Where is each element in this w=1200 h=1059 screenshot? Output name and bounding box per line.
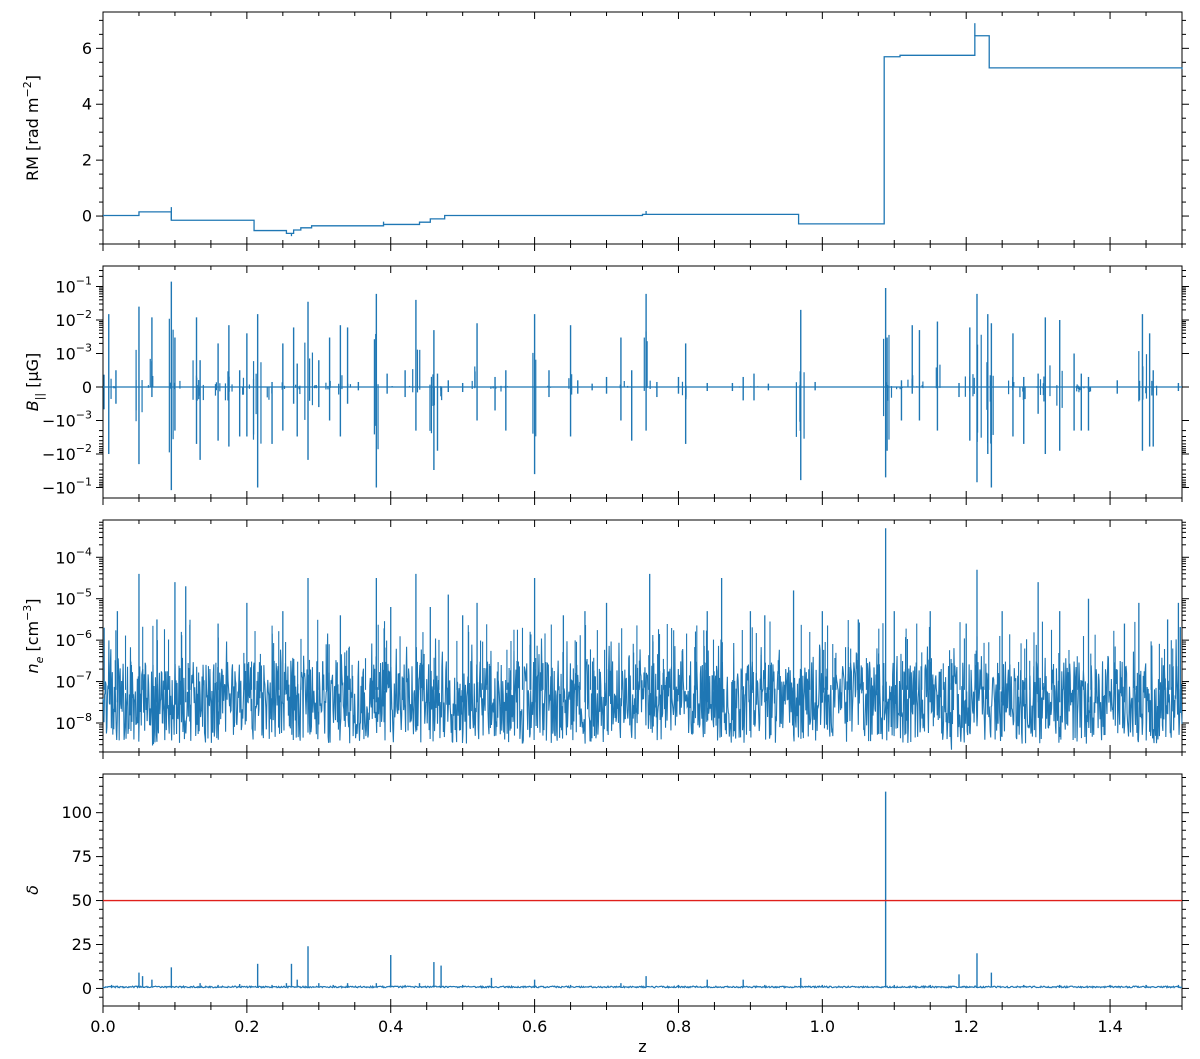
x-tick-label: 1.2 bbox=[953, 1017, 978, 1036]
delta-series-line bbox=[102, 984, 1183, 989]
bpar-y-tick-label: 10−3 bbox=[55, 342, 92, 364]
x-tick-label: 0.6 bbox=[522, 1017, 547, 1036]
delta-y-ticks: 0 25 50 75 100 bbox=[61, 777, 1189, 998]
delta-y-axis-label: δ bbox=[23, 885, 42, 895]
rm-y-tick-label: 0 bbox=[82, 207, 92, 226]
delta-y-tick-label: 0 bbox=[82, 979, 92, 998]
delta-y-tick-label: 75 bbox=[72, 847, 92, 866]
bpar-panel-frame bbox=[102, 265, 1183, 499]
bpar-y-tick-label: 0 bbox=[82, 378, 92, 397]
ne-y-tick-label: 10−4 bbox=[55, 545, 92, 567]
ne-y-ticks: 10−4 10−5 10−6 10−7 10−8 bbox=[55, 521, 1189, 753]
x-axis-label: z bbox=[638, 1037, 646, 1056]
bpar-y-ticks: 10−1 10−2 10−3 0 −10−3 −10−2 −10−1 bbox=[42, 270, 1189, 498]
bpar-y-tick-label: −10−2 bbox=[42, 442, 92, 464]
rm-series-line bbox=[103, 35, 1183, 235]
bpar-y-tick-label: −10−3 bbox=[42, 409, 92, 431]
rm-y-axis-label: RM [rad m−2] bbox=[21, 75, 42, 181]
ne-y-tick-label: 10−7 bbox=[55, 670, 92, 692]
x-tick-label: 0.8 bbox=[666, 1017, 691, 1036]
ne-y-tick-label: 10−8 bbox=[55, 711, 92, 733]
delta-y-tick-label: 50 bbox=[72, 891, 92, 910]
ne-series-line bbox=[102, 633, 1183, 750]
delta-panel-frame bbox=[102, 773, 1183, 1007]
x-tick-label: 0.4 bbox=[378, 1017, 403, 1036]
bpar-y-tick-label: 10−2 bbox=[55, 308, 92, 330]
ne-y-tick-label: 10−6 bbox=[55, 628, 92, 650]
bpar-y-tick-label: 10−1 bbox=[55, 275, 92, 297]
rm-y-ticks: 0 2 4 6 bbox=[82, 19, 1189, 245]
x-ticks bbox=[102, 266, 1183, 505]
x-tick-label: 1.0 bbox=[810, 1017, 835, 1036]
rm-y-tick-label: 2 bbox=[82, 151, 92, 170]
delta-y-tick-label: 25 bbox=[72, 935, 92, 954]
bpar-y-tick-label: −10−1 bbox=[42, 476, 92, 498]
rm-y-tick-label: 6 bbox=[82, 39, 92, 58]
delta-y-tick-label: 100 bbox=[61, 803, 92, 822]
ne-panel-frame bbox=[102, 519, 1183, 753]
x-tick-label: 1.4 bbox=[1097, 1017, 1122, 1036]
rm-y-tick-label: 4 bbox=[82, 95, 92, 114]
x-ticks: 0.0 0.2 0.4 0.6 0.8 1.0 1.2 1.4 bbox=[90, 774, 1183, 1036]
bpar-y-axis-label: B|| [μG] bbox=[23, 353, 46, 412]
x-ticks bbox=[102, 12, 1183, 251]
ne-y-tick-label: 10−5 bbox=[55, 587, 92, 609]
x-ticks bbox=[102, 520, 1183, 759]
ne-y-axis-label: ne [cm−3] bbox=[21, 598, 46, 673]
rm-panel-frame bbox=[102, 11, 1183, 245]
x-tick-label: 0.0 bbox=[90, 1017, 115, 1036]
x-tick-label: 0.2 bbox=[234, 1017, 259, 1036]
